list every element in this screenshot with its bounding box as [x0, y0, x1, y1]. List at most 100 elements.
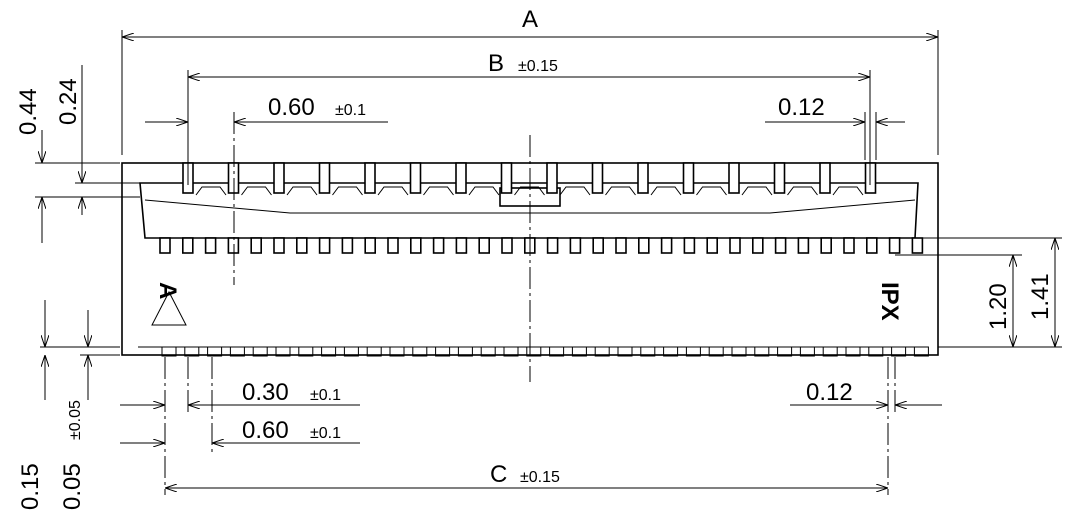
pin — [478, 237, 491, 254]
dim-tolerance: ±0.1 — [310, 425, 341, 442]
pin — [286, 186, 318, 196]
pin — [615, 237, 627, 254]
pin — [184, 346, 200, 357]
pin — [161, 346, 177, 357]
pin — [318, 162, 331, 194]
pin — [591, 162, 604, 194]
pin — [731, 346, 747, 357]
dim-label: 0.44 — [15, 88, 42, 135]
pin — [526, 346, 542, 357]
pin — [250, 237, 262, 254]
dim-label: C — [490, 461, 507, 488]
pin — [569, 237, 582, 254]
pin — [773, 162, 786, 194]
pin — [501, 237, 513, 254]
pin — [774, 237, 787, 254]
pin — [366, 346, 382, 357]
pin — [423, 186, 454, 196]
dim-label: 1.41 — [1027, 273, 1054, 320]
pin — [298, 346, 314, 357]
pin — [207, 346, 223, 357]
dim-label: 0.12 — [806, 379, 853, 406]
pin — [252, 346, 268, 357]
pin — [594, 346, 610, 357]
pin — [318, 237, 331, 254]
pin — [650, 186, 682, 196]
pin — [241, 186, 272, 196]
pin — [409, 237, 422, 254]
pin — [891, 346, 907, 357]
pin — [468, 186, 500, 196]
pin — [696, 186, 727, 196]
dim-label: A — [522, 6, 538, 33]
pin — [832, 186, 864, 196]
pin — [660, 237, 673, 254]
pin — [343, 346, 359, 357]
pin — [751, 237, 764, 254]
pin — [204, 237, 217, 254]
pin — [640, 346, 656, 357]
pin — [605, 186, 636, 196]
pin — [229, 346, 245, 357]
pin — [159, 237, 171, 254]
pin — [797, 237, 810, 254]
pin — [295, 237, 308, 254]
pin — [663, 346, 679, 357]
pin — [321, 346, 337, 357]
pin — [275, 346, 291, 357]
pin — [409, 162, 422, 194]
pin — [195, 186, 227, 196]
pin — [182, 237, 194, 254]
pin — [273, 162, 285, 194]
pin — [865, 237, 878, 254]
dimension-labels: A B ±0.15 0.60 ±0.1 0.12 0.44 0.24 1.20 … — [15, 6, 1054, 510]
pin — [503, 346, 519, 357]
pin — [787, 186, 818, 196]
dimension-lines — [35, 30, 1062, 495]
dim-tolerance: ±0.05 — [67, 400, 84, 440]
pin — [455, 162, 467, 194]
dim-label: 0.05 — [59, 463, 86, 510]
pin — [799, 346, 815, 357]
pin — [227, 237, 240, 254]
pin — [911, 237, 924, 254]
pin — [728, 162, 740, 194]
pin — [819, 162, 831, 194]
pin — [389, 346, 405, 357]
dim-label: 0.12 — [778, 94, 825, 121]
pin — [341, 237, 354, 254]
dim-tolerance: ±0.1 — [335, 102, 366, 119]
pin — [549, 346, 565, 357]
pin — [617, 346, 633, 357]
dim-label: 0.60 — [268, 94, 315, 121]
pin — [432, 237, 445, 254]
pin — [546, 162, 558, 194]
pin — [843, 237, 855, 254]
pin — [845, 346, 861, 357]
pin — [435, 346, 451, 357]
pin — [637, 237, 650, 254]
dim-label: 1.20 — [985, 283, 1012, 330]
pin — [706, 237, 719, 254]
pin — [729, 237, 741, 254]
brand-mark: IPX — [876, 282, 903, 321]
pin — [592, 237, 605, 254]
pin — [332, 186, 363, 196]
dim-label: 0.30 — [242, 379, 289, 406]
pin — [364, 162, 376, 194]
dim-label: 0.15 — [17, 463, 44, 510]
pin — [637, 162, 649, 194]
pin — [777, 346, 793, 357]
dim-tolerance: ±0.1 — [310, 387, 341, 404]
pin1-mark: A — [154, 282, 181, 299]
pin — [500, 162, 513, 194]
pin — [888, 237, 901, 254]
pin — [571, 346, 587, 357]
pin — [682, 162, 695, 194]
pin — [822, 346, 838, 357]
pin — [387, 237, 399, 254]
pin — [364, 237, 377, 254]
dim-tolerance: ±0.15 — [518, 58, 558, 75]
dim-label: 0.24 — [55, 78, 82, 125]
